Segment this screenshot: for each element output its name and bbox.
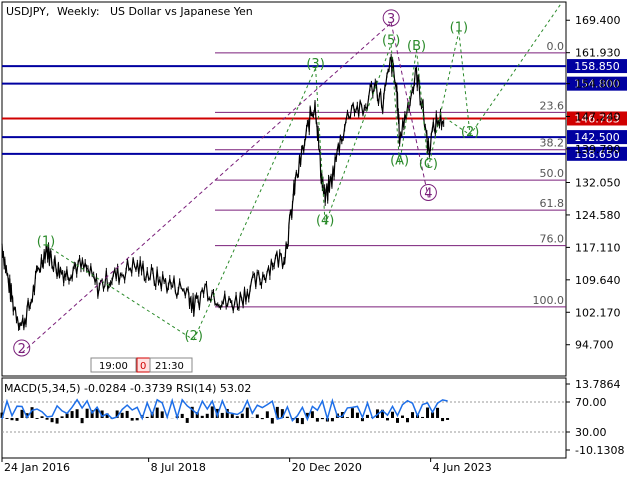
key-level-tag [567, 59, 627, 74]
period-box-3[interactable] [149, 357, 193, 373]
wave-label-green: (B) [407, 39, 426, 54]
key-level-tag [567, 111, 627, 126]
key-level-tag-text: 146.783 [574, 112, 620, 125]
price-tick-label: 147.240 [575, 111, 621, 124]
time-axis-label: 4 Jun 2023 [433, 461, 492, 474]
wave-connector-green [193, 67, 317, 341]
wave-connector-green [399, 49, 418, 165]
fib-ratio-label: 61.8 [540, 197, 565, 210]
price-tick-label: 169.400 [575, 14, 621, 27]
fib-ratio-label: 76.0 [540, 233, 565, 246]
rsi-line [1, 397, 448, 422]
description-label: US Dollar vs Japanese Yen [110, 5, 253, 18]
fib-ratio-label: 0.0 [547, 40, 565, 53]
indicator-tick-label: -10.1308 [575, 444, 624, 457]
wave-circle-purple [419, 183, 437, 201]
period-box-1[interactable] [90, 357, 137, 373]
fib-ratio-label: 50.0 [540, 167, 565, 180]
price-tick-label: 94.700 [575, 339, 614, 352]
wave-label-purple: 4 [424, 186, 432, 201]
key-level-tag [567, 130, 627, 145]
price-tick-label: 109.640 [575, 274, 621, 287]
indicator-tick-label: 70.00 [575, 396, 607, 409]
price-series [1, 56, 445, 329]
wave-label-green: (5) [382, 34, 400, 49]
forecast-path [444, 4, 561, 136]
period-box-2-text: 0 [140, 361, 146, 372]
wave-circle-purple [382, 9, 400, 27]
indicator-tick-label: 30.00 [575, 426, 607, 439]
main-price-panel: 0.0 23.6 38.2 50.0 61.8 76.0 100.0 158.850 154.8… [1, 1, 627, 474]
wave-label-green: (4) [316, 213, 334, 228]
wave-label-purple: 3 [387, 12, 395, 27]
wave-connector-green [390, 44, 401, 165]
key-level-tag [567, 76, 627, 91]
wave-label-green: (C) [419, 157, 438, 172]
price-tick-label: 102.170 [575, 306, 621, 319]
wave-connector-purple [390, 22, 429, 198]
key-level-tag-text: 158.850 [574, 60, 620, 73]
key-level-tag [567, 146, 627, 161]
price-tick-label: 117.110 [575, 241, 621, 254]
time-axis-label: 20 Dec 2020 [292, 461, 362, 474]
wave-connector-green [324, 44, 392, 225]
wave-connector-green [427, 31, 460, 169]
fib-ratio-label: 38.2 [540, 137, 565, 150]
time-axis-label: 24 Jan 2016 [4, 461, 70, 474]
main-frame [1, 1, 567, 377]
wave-label-green: (1) [37, 234, 55, 249]
price-tick-label: 132.050 [575, 176, 621, 189]
wave-label-green: (2) [185, 329, 203, 344]
period-separator-panel: 19:00 0 21:30 [90, 357, 193, 373]
price-tick-label: 124.580 [575, 209, 621, 222]
indicator-panel: 13.7864 70.00 30.00 -10.1308 [0, 377, 624, 459]
price-tick-label: 154.800 [575, 78, 621, 91]
wave-label-purple: 2 [18, 342, 26, 357]
key-level-tag-text: 142.500 [574, 131, 620, 144]
wave-label-green: (3) [306, 57, 324, 72]
key-level-tag-text: 154.800 [574, 78, 620, 91]
timeframe-label: Weekly: [57, 5, 100, 18]
price-tick-label: 161.930 [575, 47, 621, 60]
wave-label-green: (1) [450, 21, 468, 36]
time-axis-label: 8 Jul 2018 [151, 461, 206, 474]
indicator-header: MACD(5,34,5) -0.0284 -0.3739 RSI(14) 53.… [4, 382, 251, 395]
fib-ratio-label: 100.0 [533, 294, 565, 307]
wave-label-green: (2) [461, 125, 479, 140]
fib-ratio-label: 23.6 [540, 99, 565, 112]
wave-connector-green [416, 49, 429, 168]
period-box-1-text: 19:00 [99, 361, 128, 372]
wave-circle-purple [13, 339, 31, 357]
key-level-tag-text: 138.650 [574, 148, 620, 161]
wave-connector-purple [21, 22, 392, 354]
wave-connector-green [315, 67, 326, 225]
price-tick-label: 139.790 [575, 143, 621, 156]
period-box-3-text: 21:30 [155, 361, 184, 372]
wave-label-green: (A) [390, 153, 409, 168]
indicator-tick-label: 13.7864 [575, 378, 621, 391]
symbol-label: USDJPY, [6, 5, 49, 18]
wave-connector-green [45, 244, 195, 341]
